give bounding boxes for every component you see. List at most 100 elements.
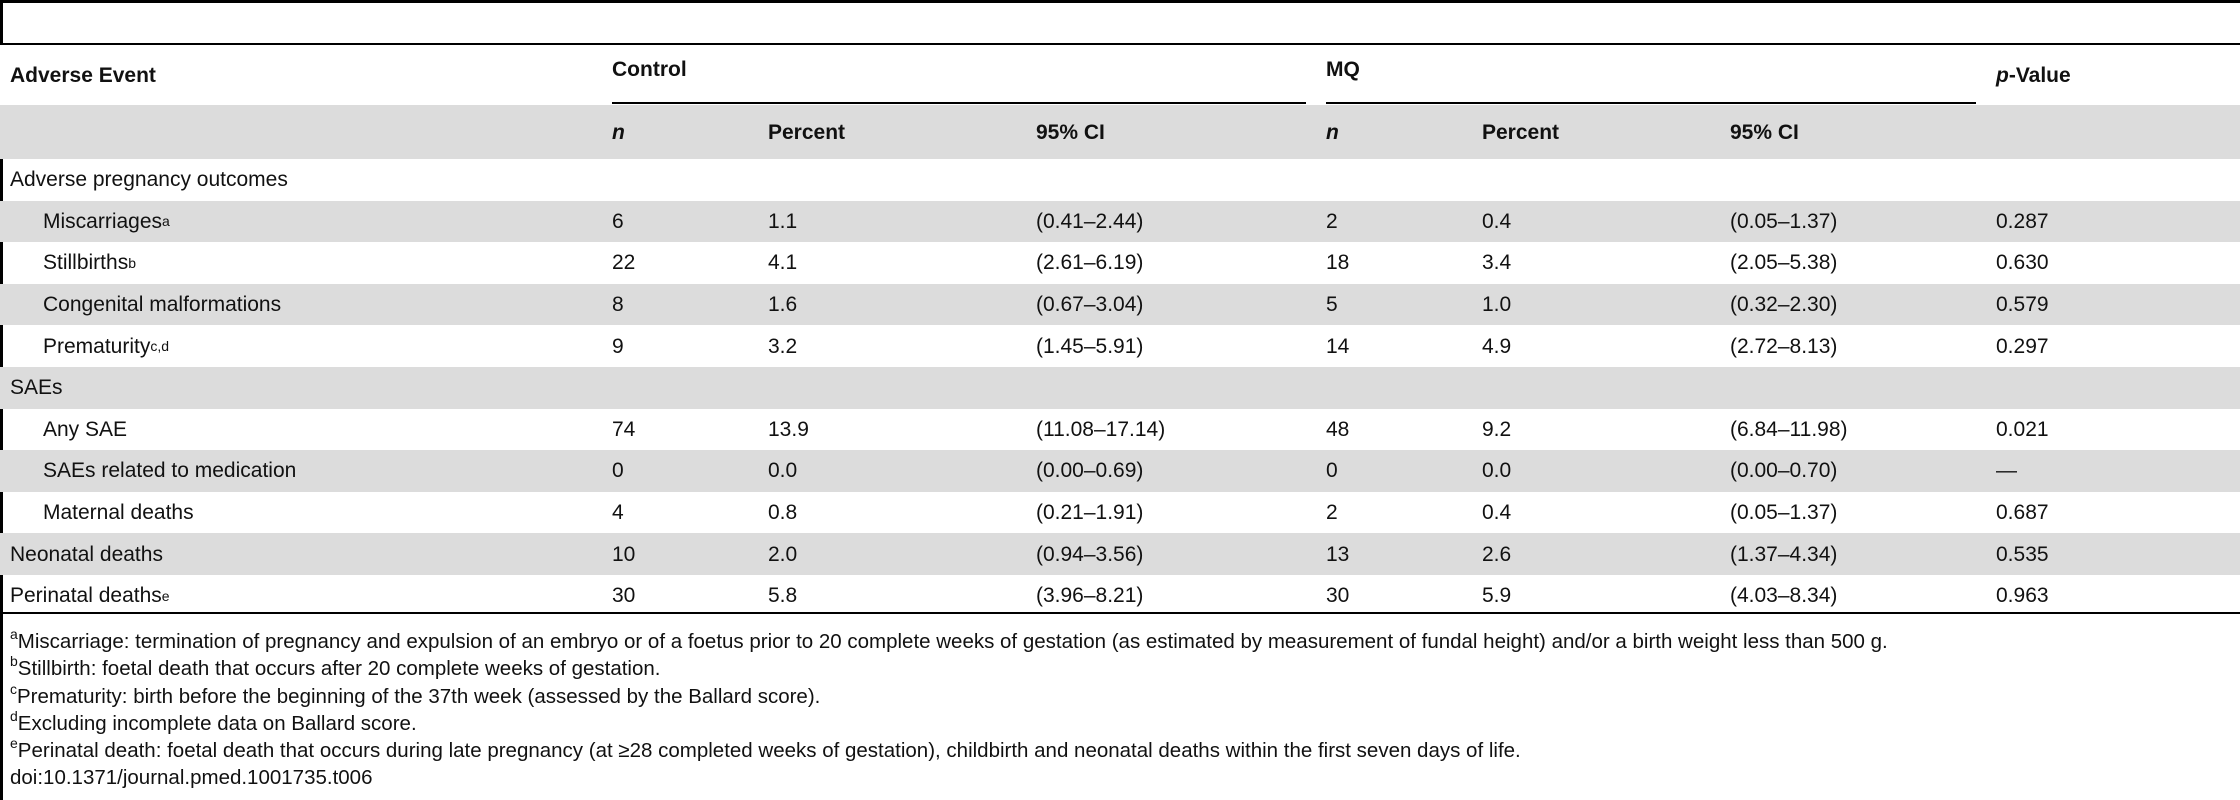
cell-mq-percent: 0.0 bbox=[1482, 459, 1512, 483]
row-label: SAEs bbox=[10, 367, 63, 409]
cell-control-n: 74 bbox=[612, 417, 636, 441]
header-control-n: n bbox=[612, 120, 625, 144]
table-footnotes: aMiscarriage: termination of pregnancy a… bbox=[10, 626, 2230, 792]
footnote-text: Miscarriage: termination of pregnancy an… bbox=[17, 630, 1888, 653]
mq-group-underline bbox=[1326, 102, 1976, 104]
footnote-marker: a bbox=[10, 626, 18, 642]
header-control-group: Control bbox=[612, 58, 687, 81]
table-row: Adverse pregnancy outcomes bbox=[0, 159, 2240, 201]
cell-p-value: 0.630 bbox=[1996, 251, 2049, 275]
footnote-d: dExcluding incomplete data on Ballard sc… bbox=[10, 709, 2230, 737]
cell-p-value: 0.963 bbox=[1996, 584, 2049, 608]
adverse-events-table: Adverse Event Control MQ p -Value n Perce… bbox=[0, 45, 2240, 617]
row-label: Adverse pregnancy outcomes bbox=[10, 159, 288, 201]
header-adverse-event: Adverse Event bbox=[10, 63, 156, 87]
cell-mq-ci: (0.00–0.70) bbox=[1730, 459, 1838, 483]
p-value-rest: -Value bbox=[2008, 63, 2071, 87]
cell-control-n: 9 bbox=[612, 334, 624, 358]
cell-mq-ci: (6.84–11.98) bbox=[1730, 417, 1848, 441]
cell-mq-ci: (2.05–5.38) bbox=[1730, 251, 1838, 275]
row-label-text: Stillbirths bbox=[43, 251, 129, 275]
cell-mq-ci: (2.72–8.13) bbox=[1730, 334, 1838, 358]
control-group-underline bbox=[612, 102, 1306, 104]
cell-mq-percent: 2.6 bbox=[1482, 542, 1512, 566]
table-row: Prematurity c,d 9 3.2 (1.45–5.91) 14 4.9 (2.72–… bbox=[0, 325, 2240, 367]
row-label-text: Any SAE bbox=[43, 417, 128, 441]
header-control-ci: 95% CI bbox=[1036, 120, 1105, 144]
cell-control-ci: (0.00–0.69) bbox=[1036, 459, 1144, 483]
cell-control-ci: (0.94–3.56) bbox=[1036, 542, 1144, 566]
cell-p-value: 0.687 bbox=[1996, 501, 2049, 525]
cell-control-n: 4 bbox=[612, 501, 624, 525]
header-mq-percent: Percent bbox=[1482, 120, 1560, 144]
cell-mq-n: 0 bbox=[1326, 459, 1338, 483]
cell-p-value: — bbox=[1996, 459, 2017, 483]
header-mq-group: MQ bbox=[1326, 58, 1360, 81]
footnote-b: bStillbirth: foetal death that occurs af… bbox=[10, 654, 2230, 682]
cell-mq-ci: (4.03–8.34) bbox=[1730, 584, 1838, 608]
cell-control-ci: (11.08–17.14) bbox=[1036, 417, 1166, 441]
footnote-e: ePerinatal death: foetal death that occu… bbox=[10, 735, 2230, 764]
cell-mq-n: 5 bbox=[1326, 293, 1338, 317]
row-label: Maternal deaths bbox=[10, 492, 194, 534]
footnote-marker: c bbox=[10, 680, 17, 697]
row-label-text: Prematurity bbox=[43, 334, 151, 358]
cell-mq-percent: 3.4 bbox=[1482, 251, 1512, 275]
table-body: Adverse pregnancy outcomes Miscarriages a 6… bbox=[0, 159, 2240, 617]
cell-mq-ci: (0.05–1.37) bbox=[1730, 501, 1838, 525]
footnote-a: aMiscarriage: termination of pregnancy a… bbox=[10, 626, 2230, 655]
cell-mq-n: 18 bbox=[1326, 251, 1350, 275]
row-label: Prematurity c,d bbox=[43, 334, 170, 358]
cell-control-ci: (0.21–1.91) bbox=[1036, 501, 1144, 525]
footnote-text: Stillbirth: foetal death that occurs aft… bbox=[17, 657, 661, 681]
cell-control-percent: 3.2 bbox=[768, 334, 798, 358]
footnote-marker: e bbox=[10, 735, 18, 752]
cell-p-value: 0.021 bbox=[1996, 417, 2049, 441]
row-label-text: Perinatal deaths bbox=[10, 584, 162, 608]
row-label: Congenital malformations bbox=[10, 284, 281, 326]
cell-mq-n: 30 bbox=[1326, 584, 1350, 608]
cell-control-ci: (0.41–2.44) bbox=[1036, 209, 1144, 233]
cell-control-n: 10 bbox=[612, 542, 636, 566]
row-label: Stillbirths b bbox=[43, 251, 136, 275]
row-label-text: Adverse pregnancy outcomes bbox=[10, 168, 288, 192]
row-label: Neonatal deaths bbox=[10, 533, 163, 575]
cell-control-percent: 1.1 bbox=[768, 209, 798, 233]
cell-mq-ci: (0.32–2.30) bbox=[1730, 293, 1838, 317]
header-mq-n: n bbox=[1326, 120, 1339, 144]
cell-control-percent: 13.9 bbox=[768, 417, 809, 441]
footnote-text: doi:10.1371/journal.pmed.1001735.t006 bbox=[10, 766, 373, 790]
row-label-text: Maternal deaths bbox=[43, 501, 194, 525]
row-label: SAEs related to medication bbox=[10, 450, 296, 492]
cell-mq-n: 48 bbox=[1326, 417, 1350, 441]
row-label-text: SAEs bbox=[10, 376, 63, 400]
cell-mq-percent: 5.9 bbox=[1482, 584, 1512, 608]
cell-mq-n: 2 bbox=[1326, 209, 1338, 233]
cell-control-ci: (3.96–8.21) bbox=[1036, 584, 1144, 608]
cell-mq-n: 14 bbox=[1326, 334, 1350, 358]
cell-p-value: 0.535 bbox=[1996, 542, 2049, 566]
table-row: Neonatal deaths 10 2.0 (0.94–3.56) 13 2.6 (1.3… bbox=[0, 533, 2240, 575]
cell-control-percent: 2.0 bbox=[768, 542, 798, 566]
top-border bbox=[0, 0, 2240, 3]
cell-mq-ci: (0.05–1.37) bbox=[1730, 209, 1838, 233]
cell-control-n: 8 bbox=[612, 293, 624, 317]
cell-control-n: 6 bbox=[612, 209, 624, 233]
table-top-rule bbox=[0, 43, 2240, 45]
cell-mq-percent: 0.4 bbox=[1482, 209, 1512, 233]
cell-control-ci: (1.45–5.91) bbox=[1036, 334, 1144, 358]
table-row: Maternal deaths 4 0.8 (0.21–1.91) 2 0.4 (0.05–… bbox=[0, 492, 2240, 534]
row-label-text: Congenital malformations bbox=[43, 293, 282, 317]
cell-control-percent: 0.0 bbox=[768, 459, 798, 483]
cell-mq-percent: 9.2 bbox=[1482, 417, 1512, 441]
cell-control-percent: 4.1 bbox=[768, 251, 798, 275]
cell-mq-n: 13 bbox=[1326, 542, 1350, 566]
row-label: Any SAE bbox=[10, 409, 127, 451]
table-header-row-1: Adverse Event Control MQ p -Value bbox=[0, 45, 2240, 105]
cell-control-ci: (2.61–6.19) bbox=[1036, 251, 1144, 275]
footnote-text: Excluding incomplete data on Ballard sco… bbox=[17, 711, 417, 735]
cell-mq-n: 2 bbox=[1326, 501, 1338, 525]
cell-control-n: 0 bbox=[612, 459, 624, 483]
table-row: Perinatal deaths e 30 5.8 (3.96–8.21) 30 5.9 (4… bbox=[0, 575, 2240, 617]
cell-control-n: 22 bbox=[612, 251, 636, 275]
